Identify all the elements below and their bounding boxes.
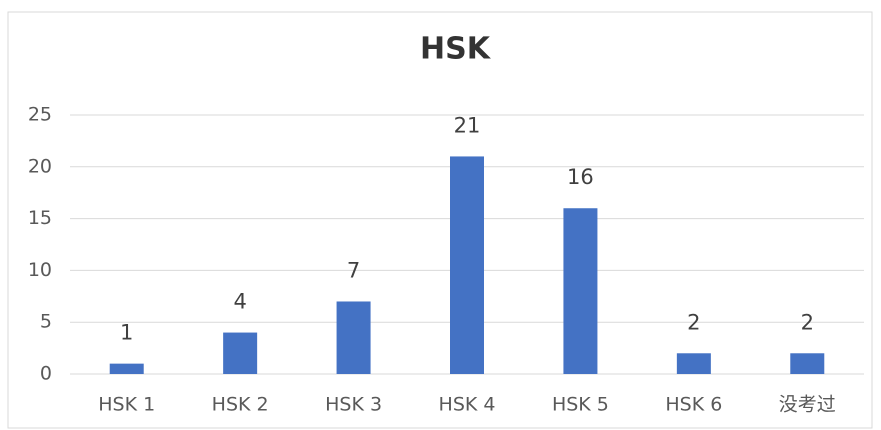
data-label: 1	[120, 321, 133, 345]
data-label: 21	[454, 113, 481, 137]
x-tick-label: HSK 5	[552, 394, 609, 416]
y-tick-label: 15	[28, 207, 52, 229]
bar	[676, 353, 711, 374]
x-tick-label: 没考过	[779, 394, 836, 416]
y-tick-label: 0	[40, 363, 52, 385]
x-tick-label: HSK 2	[212, 394, 269, 416]
data-label: 7	[347, 258, 360, 282]
y-tick-label: 10	[28, 259, 52, 281]
chart-title: HSK	[420, 32, 492, 67]
x-tick-label: HSK 4	[439, 394, 496, 416]
y-tick-label: 5	[40, 311, 52, 333]
bar	[563, 208, 598, 374]
bar	[450, 156, 484, 374]
bar	[790, 353, 825, 374]
x-tick-label: HSK 1	[98, 394, 155, 416]
y-tick-label: 25	[28, 104, 52, 126]
data-label: 16	[567, 165, 594, 189]
y-tick-label: 20	[28, 155, 52, 177]
bar	[223, 332, 258, 374]
chart-border	[7, 11, 873, 429]
x-tick-label: HSK 6	[665, 394, 722, 416]
data-label: 2	[801, 310, 814, 334]
data-label: 4	[233, 290, 246, 314]
x-tick-label: HSK 3	[325, 394, 382, 416]
bar	[336, 301, 371, 374]
data-label: 2	[687, 310, 700, 334]
bar	[109, 363, 144, 374]
